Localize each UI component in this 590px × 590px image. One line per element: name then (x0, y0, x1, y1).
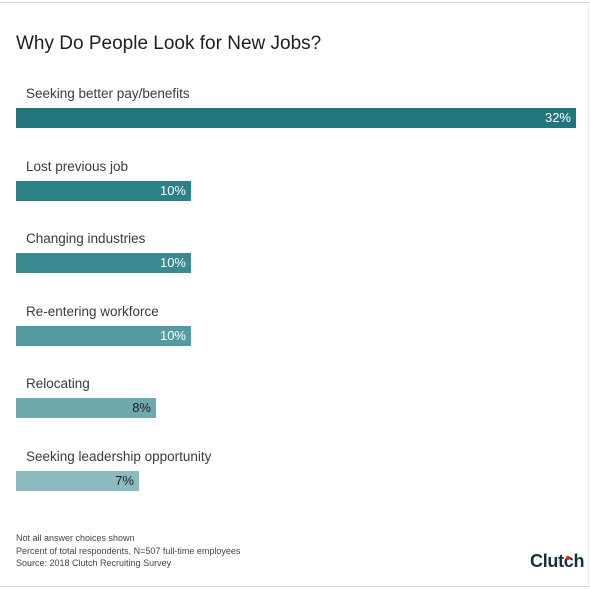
data-label: 10% (159, 327, 186, 343)
clutch-logo: Clutch (530, 551, 585, 571)
category-label: Relocating (26, 376, 90, 392)
top-border (0, 2, 590, 3)
bar (16, 108, 576, 128)
bottom-border (0, 586, 590, 587)
data-label: 10% (159, 255, 186, 271)
data-label: 10% (159, 182, 186, 198)
footnote-1: Not all answer choices shown (16, 533, 135, 543)
data-label: 8% (132, 400, 151, 416)
bar (16, 325, 191, 346)
bar (16, 471, 139, 491)
category-label: Seeking better pay/benefits (26, 86, 190, 101)
category-label: Seeking leadership opportunity (26, 449, 212, 464)
chart-title: Why Do People Look for New Jobs? (16, 33, 322, 54)
footnotes: Not all answer choices shown Percent of … (16, 532, 240, 570)
bar-chart: Seeking better pay/benefits 32% Lost previ… (16, 86, 576, 491)
footnote-3: Source: 2018 Clutch Recruiting Survey (16, 558, 172, 568)
bar (16, 180, 191, 201)
bar (16, 398, 156, 419)
category-label: Lost previous job (26, 158, 129, 174)
right-border (588, 2, 589, 587)
category-label: Re-entering workforce (26, 303, 159, 319)
footnote-2: Percent of total respondents, N=507 full… (16, 545, 241, 556)
data-label: 32% (544, 110, 571, 125)
bar (16, 253, 191, 274)
clutch-logo-dot (566, 556, 570, 560)
data-label: 7% (115, 473, 134, 488)
category-label: Changing industries (26, 231, 146, 247)
